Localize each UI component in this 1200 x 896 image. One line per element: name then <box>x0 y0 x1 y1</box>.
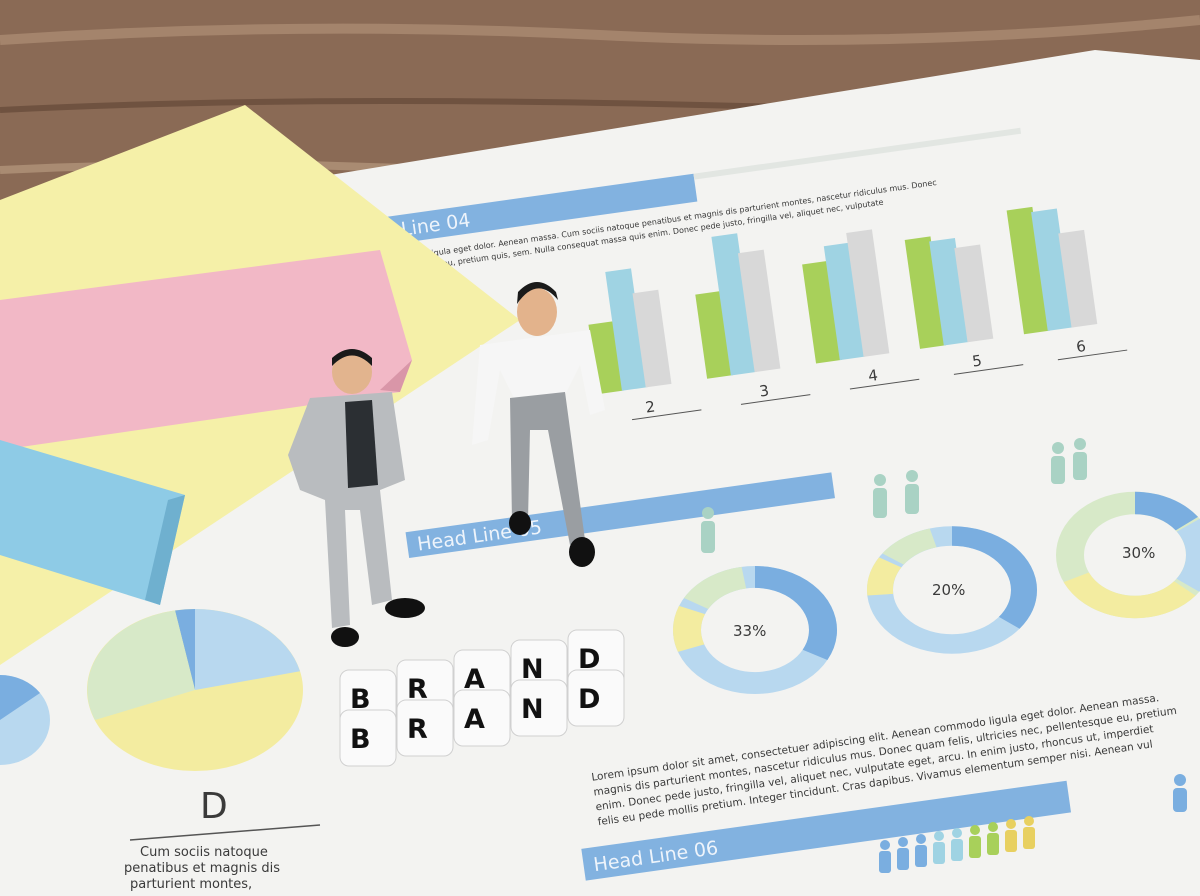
bar <box>846 229 890 357</box>
pie-caption: Cum sociis natoque <box>140 845 268 860</box>
person-icon <box>916 834 926 844</box>
figurine-suit <box>288 349 425 647</box>
people-icons <box>701 438 1187 812</box>
person-icon <box>1024 816 1034 826</box>
bar-label-rule <box>953 364 1024 375</box>
donut-20 <box>867 526 1037 654</box>
letter-blocks: BRAND BRAND <box>339 629 625 767</box>
bar <box>737 249 781 373</box>
letter-block <box>396 699 454 757</box>
person-icon <box>1005 830 1017 852</box>
letter-block <box>339 709 397 767</box>
donut-label: 30% <box>1122 544 1155 562</box>
bar-label-rule <box>632 409 702 421</box>
people-row-icon <box>879 816 1035 873</box>
person-icon <box>970 825 980 835</box>
person-icon <box>969 836 981 858</box>
bar-group-label: 2 <box>644 397 656 416</box>
bar <box>632 289 672 388</box>
donut-30 <box>1056 491 1200 619</box>
bar <box>823 242 866 361</box>
person-icon <box>897 848 909 870</box>
donut-label: 20% <box>932 581 965 599</box>
bar-group-label: 3 <box>758 381 770 400</box>
blue-sticky-note <box>0 440 185 605</box>
bar <box>954 244 994 343</box>
person-icon <box>915 845 927 867</box>
person-icon <box>952 828 962 838</box>
bar-group-label: 4 <box>867 366 879 385</box>
bar-label-rule <box>849 378 920 390</box>
person-icon <box>898 837 908 847</box>
bar <box>605 268 648 391</box>
person-icon <box>987 833 999 855</box>
bar-chart <box>588 206 1128 421</box>
letter-block <box>453 689 511 747</box>
person-icon <box>1023 827 1035 849</box>
bar-group-label: 5 <box>971 351 983 370</box>
person-icon <box>933 842 945 864</box>
person-icon <box>951 839 963 861</box>
bar <box>711 233 757 376</box>
donut-33 <box>673 566 837 694</box>
pie-label: D <box>200 786 228 827</box>
pie-caption: penatibus et magnis dis <box>124 861 280 876</box>
headline-bar <box>405 472 835 559</box>
bar <box>802 260 842 364</box>
bar <box>1006 206 1050 335</box>
person-icon <box>1006 819 1016 829</box>
letter-block <box>567 669 625 727</box>
person-icon <box>880 840 890 850</box>
pink-sticky-note <box>0 250 412 450</box>
pie-chart <box>87 609 303 771</box>
sticky-notes <box>0 105 520 665</box>
bar <box>929 237 970 346</box>
donut-label: 33% <box>733 622 766 640</box>
bar <box>904 236 946 349</box>
bar-group-label: 6 <box>1075 337 1087 356</box>
donut-charts: 33% 20% 30% <box>673 491 1200 694</box>
person-icon <box>988 822 998 832</box>
bar-label-rule <box>740 394 811 405</box>
pie-chart-partial <box>0 675 50 765</box>
person-icon <box>879 851 891 873</box>
bar-label-rule <box>1057 349 1128 361</box>
bar <box>1031 208 1074 331</box>
pie-caption: parturient montes, <box>130 877 252 892</box>
headline-bar <box>336 173 698 252</box>
figurine-white-shirt <box>472 282 605 567</box>
letter-block <box>510 679 568 737</box>
bar <box>1058 229 1098 328</box>
headline-bar <box>581 780 1072 881</box>
person-icon <box>934 831 944 841</box>
